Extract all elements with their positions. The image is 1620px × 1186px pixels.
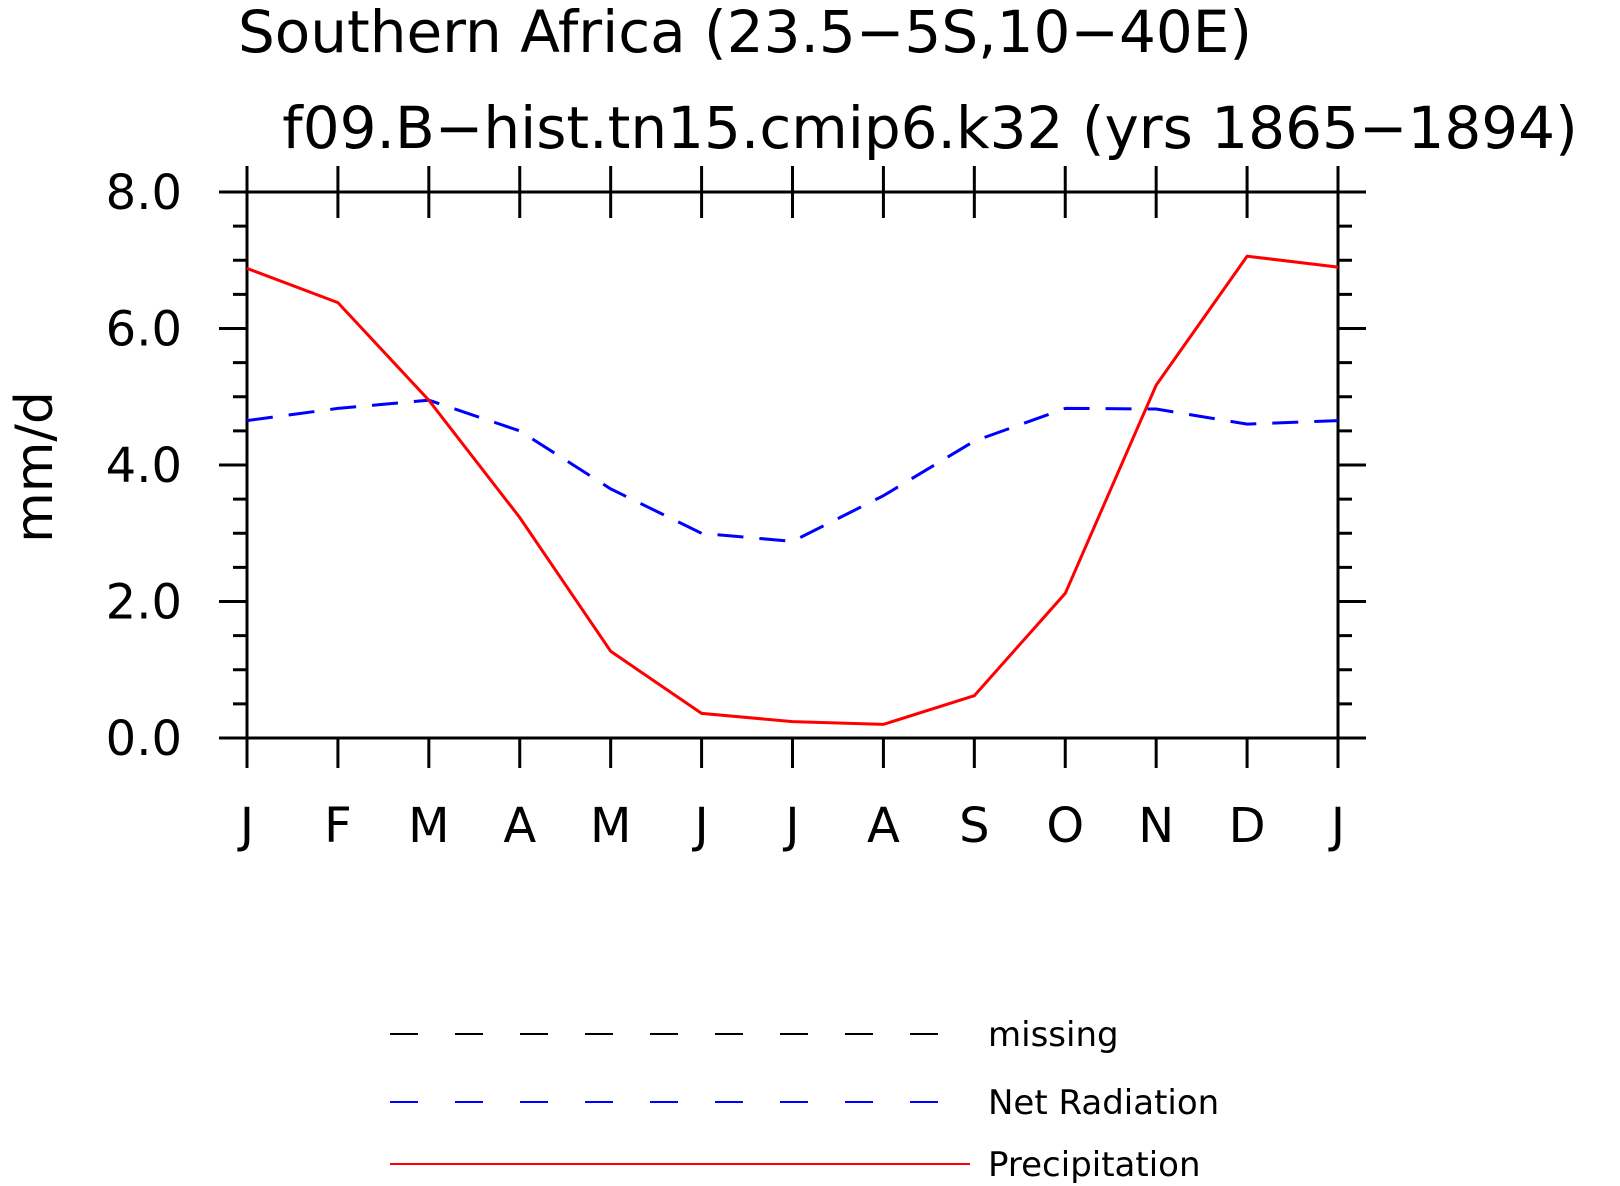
x-tick-label: J	[1328, 798, 1345, 854]
chart-subtitle: f09.B−hist.tn15.cmip6.k32 (yrs 1865−1894…	[282, 94, 1577, 162]
x-tick-label: J	[782, 798, 799, 854]
plot-border	[245, 190, 1340, 740]
x-tick-label: O	[1046, 798, 1084, 854]
y-tick-label: 4.0	[106, 438, 182, 494]
y-tick-label: 0.0	[106, 711, 182, 767]
series-line-net-radiation	[246, 398, 1339, 543]
legend: missing Net Radiation Precipitation	[390, 1015, 1219, 1185]
x-tick-label: M	[590, 798, 631, 854]
x-tick-label: D	[1229, 798, 1266, 854]
x-tick-label: J	[237, 798, 254, 854]
legend-label-missing: missing	[988, 1015, 1119, 1055]
series-lines	[246, 254, 1339, 726]
x-tick-label: M	[408, 798, 449, 854]
legend-label-net-radiation: Net Radiation	[988, 1083, 1219, 1123]
x-tick-label: F	[324, 798, 352, 854]
y-tick-labels: 0.0 2.0 4.0 6.0 8.0	[106, 165, 182, 767]
y-tick-label: 8.0	[106, 165, 182, 221]
legend-label-precipitation: Precipitation	[988, 1145, 1201, 1185]
series-line-precipitation	[246, 254, 1339, 726]
x-tick-label: S	[959, 798, 989, 854]
y-axis-label: mm/d	[5, 391, 65, 543]
x-tick-label: J	[692, 798, 709, 854]
plot-frame	[219, 166, 1366, 768]
chart-title: Southern Africa (23.5−5S,10−40E)	[238, 0, 1252, 66]
y-tick-label: 2.0	[106, 575, 182, 631]
x-tick-label: N	[1138, 798, 1174, 854]
x-tick-label: A	[867, 798, 900, 854]
y-tick-label: 6.0	[106, 302, 182, 358]
x-tick-label: A	[503, 798, 536, 854]
